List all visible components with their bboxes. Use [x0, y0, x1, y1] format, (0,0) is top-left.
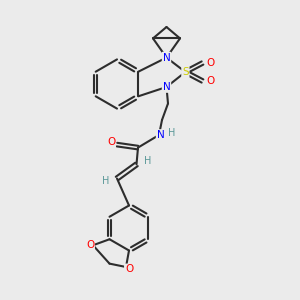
Text: N: N: [157, 130, 164, 140]
Text: H: H: [144, 156, 152, 167]
Text: N: N: [163, 82, 170, 92]
Text: O: O: [125, 264, 133, 274]
Text: O: O: [86, 240, 94, 250]
Text: O: O: [206, 58, 214, 68]
Text: O: O: [107, 136, 115, 147]
Text: S: S: [182, 67, 189, 77]
Text: N: N: [163, 52, 170, 63]
Text: O: O: [206, 76, 214, 86]
Text: H: H: [168, 128, 175, 139]
Text: H: H: [102, 176, 109, 187]
